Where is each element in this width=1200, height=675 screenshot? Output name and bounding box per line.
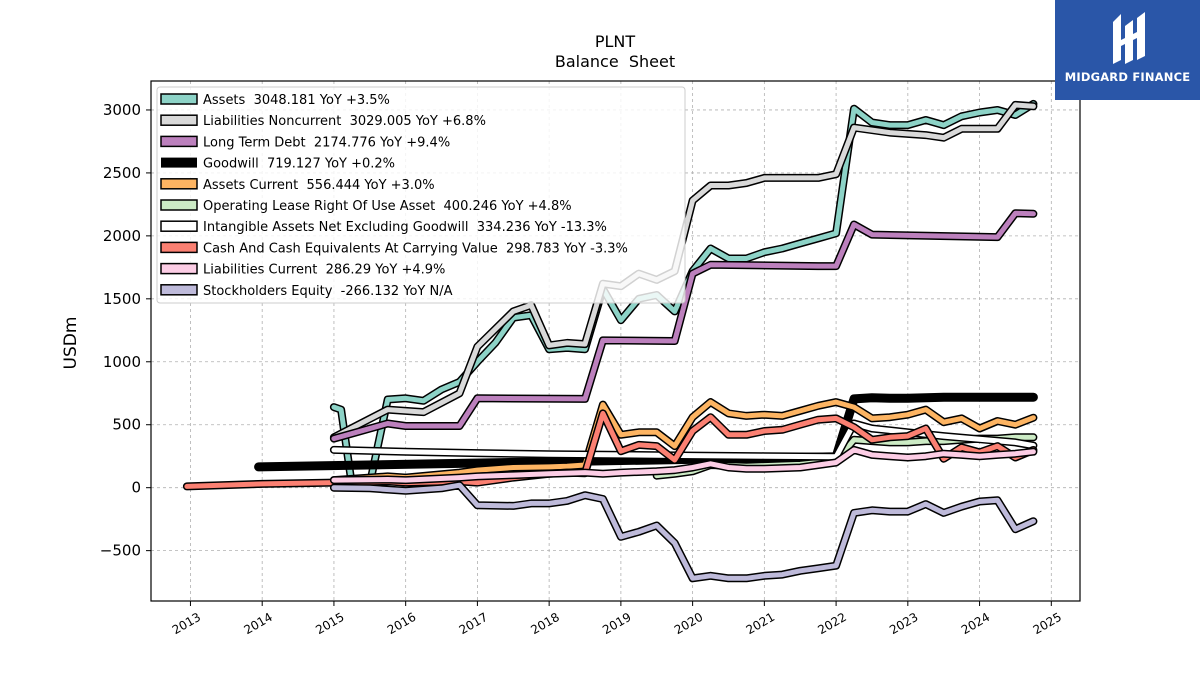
legend-swatch bbox=[160, 284, 198, 296]
plot-frame bbox=[150, 80, 1081, 602]
y-tick-label: 1500 bbox=[103, 290, 141, 308]
legend-box bbox=[156, 86, 686, 304]
x-tick-label: 2017 bbox=[457, 610, 490, 637]
legend-label: Assets 3048.181 YoY +3.5% bbox=[203, 93, 390, 108]
y-tick-label: 1000 bbox=[103, 353, 141, 371]
y-tick-label: 2500 bbox=[103, 164, 141, 182]
series-line-4 bbox=[329, 398, 1038, 485]
y-tick-label: 500 bbox=[112, 416, 141, 434]
series-line-2 bbox=[329, 209, 1038, 443]
x-tick-label: 2023 bbox=[887, 610, 920, 637]
legend-label: Stockholders Equity -266.132 YoY N/A bbox=[203, 284, 453, 299]
midgard-logo-icon bbox=[1113, 12, 1145, 64]
y-tick-label: 0 bbox=[131, 479, 141, 497]
legend-swatch bbox=[161, 157, 197, 168]
legend-label: Operating Lease Right Of Use Asset 400.2… bbox=[203, 199, 572, 214]
x-tick-label: 2025 bbox=[1031, 610, 1064, 637]
x-tick-label: 2015 bbox=[313, 610, 346, 637]
y-axis-label: USDm bbox=[61, 317, 81, 370]
x-tick-label: 2018 bbox=[528, 610, 561, 637]
legend-label: Long Term Debt 2174.776 YoY +9.4% bbox=[203, 135, 450, 150]
x-tick-label: 2013 bbox=[170, 610, 203, 637]
brand-name: MIDGARD FINANCE bbox=[1064, 70, 1191, 84]
series-line-1 bbox=[329, 100, 1038, 442]
series-lines bbox=[182, 99, 1038, 583]
legend-label: Cash And Cash Equivalents At Carrying Va… bbox=[203, 241, 628, 256]
legend-swatch bbox=[160, 178, 198, 190]
series-line-8 bbox=[329, 445, 1038, 485]
series-line-9 bbox=[329, 481, 1038, 583]
x-tick-label: 2022 bbox=[815, 610, 848, 637]
x-tick-label: 2020 bbox=[672, 610, 705, 637]
series-line-7 bbox=[182, 409, 1038, 491]
legend-swatch bbox=[160, 93, 198, 105]
y-tick-label: 3000 bbox=[103, 101, 141, 119]
x-tick-label: 2019 bbox=[600, 610, 633, 637]
legend-swatch bbox=[160, 199, 198, 211]
chart-title: PLNT bbox=[595, 32, 636, 51]
legend: Assets 3048.181 YoY +3.5% Liabilities Non… bbox=[156, 86, 686, 304]
legend-swatch bbox=[160, 262, 198, 275]
y-tick-label: 2000 bbox=[103, 227, 141, 245]
y-tick-label: −500 bbox=[100, 542, 141, 560]
series-line-0 bbox=[329, 99, 1038, 490]
legend-swatch bbox=[160, 241, 198, 254]
brand-logo: MIDGARD FINANCE bbox=[1055, 0, 1200, 100]
x-tick-label: 2021 bbox=[744, 610, 777, 637]
series-line-6 bbox=[329, 419, 1038, 461]
legend-swatch bbox=[160, 135, 198, 148]
legend-label: Assets Current 556.444 YoY +3.0% bbox=[203, 178, 435, 193]
x-tick-label: 2014 bbox=[241, 610, 274, 637]
x-tick-label: 2024 bbox=[959, 610, 992, 637]
legend-label: Goodwill 719.127 YoY +0.2% bbox=[203, 157, 395, 172]
legend-swatch bbox=[160, 114, 198, 126]
chart-subtitle: Balance Sheet bbox=[555, 52, 675, 71]
legend-label: Liabilities Noncurrent 3029.005 YoY +6.8… bbox=[203, 114, 486, 129]
legend-label: Liabilities Current 286.29 YoY +4.9% bbox=[203, 263, 445, 278]
x-tick-label: 2016 bbox=[385, 610, 418, 637]
legend-label: Intangible Assets Net Excluding Goodwill… bbox=[203, 220, 607, 235]
legend-swatch bbox=[160, 220, 198, 232]
